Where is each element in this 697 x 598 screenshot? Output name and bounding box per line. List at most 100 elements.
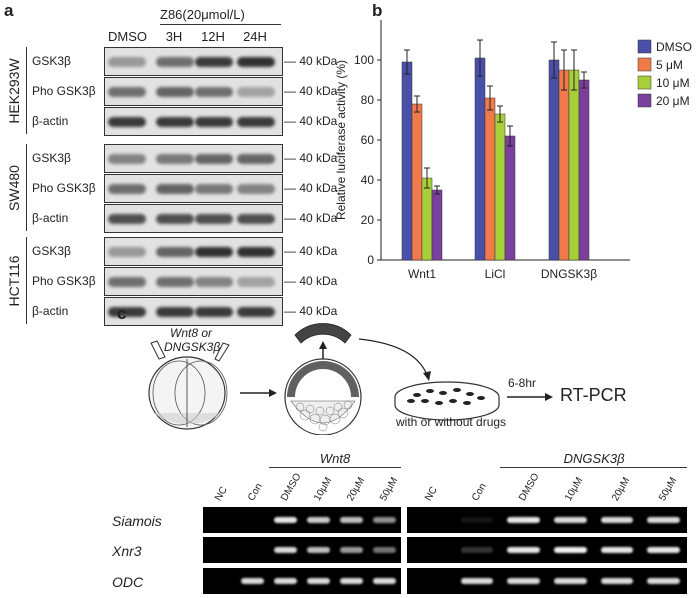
cell-line-label: HEK293W <box>6 57 22 124</box>
cell-line-label: HCT116 <box>6 254 22 307</box>
gel-band <box>600 547 634 553</box>
lane-label: 12H <box>201 29 225 44</box>
blot-strip <box>104 297 283 326</box>
treatment-bracket <box>160 24 281 25</box>
gel-band <box>460 578 494 584</box>
blot-band <box>108 154 146 164</box>
blot-band <box>108 247 146 257</box>
y-axis-label: Relative luciferase activity (%) <box>334 60 348 220</box>
blot-band <box>156 117 194 127</box>
kda-marker: — 40 kDa <box>284 151 338 165</box>
blot-band <box>237 184 275 194</box>
gel-lane-label: NC <box>212 484 230 503</box>
panel-c-label: c <box>117 304 127 323</box>
gel-strip <box>407 568 687 594</box>
blot-strip <box>104 107 283 136</box>
bar <box>504 135 516 261</box>
blot-band <box>195 184 233 194</box>
blot-band <box>156 247 194 257</box>
protein-label: β-actin <box>32 114 69 128</box>
protein-label: β-actin <box>32 304 69 318</box>
gel-band <box>273 517 298 523</box>
blot-strip <box>104 174 283 203</box>
blot-band <box>156 57 194 67</box>
blot-band <box>195 214 233 224</box>
bar <box>558 69 570 261</box>
gel-band <box>600 517 634 523</box>
legend-label: DMSO <box>656 40 692 54</box>
blot-band <box>237 87 275 97</box>
blot-band <box>195 87 233 97</box>
gel-band <box>554 578 587 584</box>
gel-band <box>460 547 494 553</box>
kda-marker: — 40 kDa <box>284 84 338 98</box>
gel-band <box>554 517 587 523</box>
gel-band <box>273 578 298 584</box>
protein-label: Pho GSK3β <box>32 274 96 288</box>
cell-line-label: SW480 <box>6 164 22 211</box>
gel-lane-label: 20μM <box>344 475 367 503</box>
gel-lane-label: NC <box>423 484 441 503</box>
gel-lane-label: 10μM <box>563 475 586 503</box>
panel-a-label: a <box>4 1 14 20</box>
blot-band <box>237 277 275 287</box>
blot-strip <box>104 237 283 266</box>
gel-band <box>306 578 331 584</box>
blot-band <box>156 214 194 224</box>
kda-marker: — 40 kDa <box>284 274 338 288</box>
gel-lane-label: 10μM <box>311 475 334 503</box>
blot-band <box>237 57 275 67</box>
y-tick-label: 60 <box>361 133 375 147</box>
blot-strip <box>104 47 283 76</box>
incubation-time-label: 6-8hr <box>508 376 537 390</box>
gel-lane-label: 50μM <box>377 475 400 503</box>
gel-lane-label: Con <box>245 481 265 503</box>
blot-band <box>237 307 275 317</box>
blot-band <box>108 117 146 127</box>
gel-band <box>507 517 540 523</box>
bar <box>401 61 413 261</box>
cell-line-bracket <box>26 144 27 231</box>
legend-label: 10 μM <box>656 76 690 90</box>
bar <box>431 189 443 261</box>
bar <box>411 103 423 261</box>
blot-band <box>195 117 233 127</box>
gel-strip <box>407 507 687 533</box>
blot-band <box>108 57 146 67</box>
blot-band <box>108 184 146 194</box>
protein-label: β-actin <box>32 211 69 225</box>
x-tick-label: Wnt1 <box>408 267 436 281</box>
injection-label-2: DNGSK3β <box>164 340 221 354</box>
panel-b-label: b <box>372 1 383 20</box>
kda-marker: — 40 kDa <box>284 211 338 225</box>
protein-label: GSK3β <box>32 244 71 258</box>
embryo-schematic <box>148 323 553 435</box>
blot-band <box>108 214 146 224</box>
blot-band <box>156 307 194 317</box>
gel-strip <box>203 507 401 533</box>
gel-band <box>372 517 397 523</box>
bar <box>494 113 506 261</box>
blot-band <box>237 214 275 224</box>
gel-band <box>372 578 397 584</box>
cell-line-bracket <box>26 237 27 324</box>
cell-line-bracket <box>26 47 27 134</box>
gel-group-title: DNGSK3β <box>563 451 625 466</box>
gene-row-label: ODC <box>112 574 144 590</box>
bar <box>578 79 590 261</box>
bar <box>548 59 560 261</box>
gel-lane-label: 20μM <box>610 475 633 503</box>
gel-band <box>647 547 680 553</box>
blot-band <box>108 307 146 317</box>
blot-band <box>108 87 146 97</box>
gel-band <box>600 578 634 584</box>
blot-band <box>195 247 233 257</box>
blot-band <box>195 154 233 164</box>
blot-strip <box>104 144 283 173</box>
gel-group-title: Wnt8 <box>319 451 351 466</box>
lane-label: 24H <box>243 29 267 44</box>
gel-lane-label: 50μM <box>656 475 679 503</box>
blot-band <box>195 277 233 287</box>
treatment-header: Z86(20μmol/L) <box>160 7 245 22</box>
rt-pcr-label: RT-PCR <box>560 385 627 405</box>
